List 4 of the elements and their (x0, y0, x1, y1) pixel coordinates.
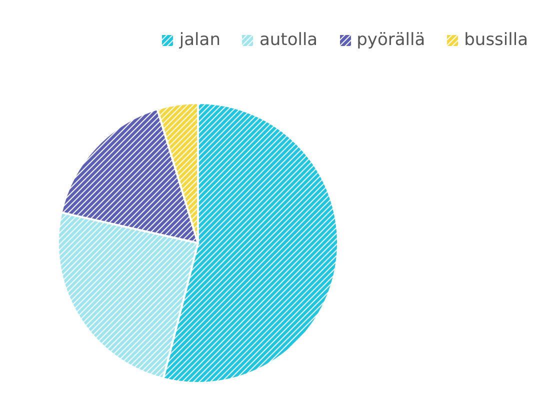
legend-label: bussilla (464, 30, 528, 50)
legend-label: autolla (259, 30, 318, 50)
legend-label: jalan (179, 30, 220, 50)
legend-label: pyörällä (356, 30, 426, 50)
